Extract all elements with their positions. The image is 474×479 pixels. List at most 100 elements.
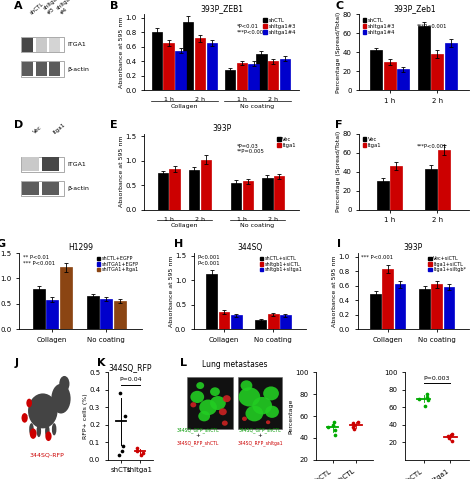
- Text: *** P<0.001: *** P<0.001: [361, 255, 393, 261]
- Text: No coating: No coating: [240, 104, 274, 109]
- Y-axis label: Percentage: Percentage: [289, 399, 293, 434]
- Bar: [49, 62, 60, 76]
- Y-axis label: Absorbance at 595 nm: Absorbance at 595 nm: [169, 255, 173, 327]
- Bar: [46, 300, 58, 329]
- Point: [329, 421, 337, 429]
- Text: Collagen: Collagen: [171, 104, 198, 109]
- Bar: [418, 26, 430, 91]
- Title: 344SQ_RFP: 344SQ_RFP: [109, 363, 152, 372]
- Legend: shCTL, shItga1#3, shItga1#4: shCTL, shItga1#3, shItga1#4: [362, 17, 396, 35]
- Circle shape: [59, 376, 70, 392]
- Point: [118, 447, 126, 455]
- Bar: [22, 38, 33, 52]
- Circle shape: [240, 380, 252, 391]
- Point: [134, 444, 141, 451]
- Bar: [21, 157, 64, 172]
- Circle shape: [238, 388, 260, 407]
- Circle shape: [30, 428, 36, 439]
- Bar: [164, 43, 174, 91]
- Point: [444, 433, 451, 440]
- Bar: [262, 178, 273, 210]
- Bar: [243, 181, 253, 210]
- Y-axis label: Absorbance at 595 nm: Absorbance at 595 nm: [332, 255, 337, 327]
- Circle shape: [27, 399, 32, 408]
- Text: shItga1
#3: shItga1 #3: [42, 0, 65, 16]
- Bar: [419, 289, 430, 329]
- Text: Vec: Vec: [32, 125, 43, 135]
- Bar: [183, 22, 193, 91]
- Circle shape: [198, 411, 210, 422]
- Point: [424, 393, 431, 401]
- Text: 2 h: 2 h: [268, 97, 278, 102]
- Text: β-actin: β-actin: [67, 186, 89, 191]
- Circle shape: [46, 432, 52, 441]
- Legend: shCTL+siCTL, shItgb1+siCTL, shItgb1+sItga1: shCTL+siCTL, shItgb1+siCTL, shItgb1+sItg…: [259, 255, 303, 273]
- Point: [119, 442, 127, 450]
- Ellipse shape: [29, 423, 34, 435]
- Circle shape: [21, 413, 28, 422]
- Bar: [225, 70, 235, 91]
- Text: 344SQ_GFP_shCTL: 344SQ_GFP_shCTL: [239, 427, 282, 433]
- Text: ***P<0.001: ***P<0.001: [417, 24, 447, 29]
- Text: +: +: [196, 433, 201, 438]
- Text: Collagen: Collagen: [171, 223, 198, 228]
- Text: 344SQ_RFP_shCTL: 344SQ_RFP_shCTL: [177, 440, 219, 446]
- Text: D: D: [14, 120, 23, 130]
- Bar: [169, 169, 180, 210]
- Circle shape: [252, 397, 272, 414]
- Bar: [445, 43, 457, 91]
- Bar: [256, 54, 266, 91]
- Bar: [383, 269, 393, 329]
- Text: 1 h: 1 h: [164, 97, 173, 102]
- Title: 393P: 393P: [404, 243, 423, 252]
- Bar: [175, 51, 186, 91]
- Text: Lung metastases: Lung metastases: [202, 360, 267, 369]
- Bar: [438, 150, 450, 210]
- Text: C: C: [335, 0, 343, 11]
- Circle shape: [242, 417, 247, 421]
- Bar: [268, 314, 279, 329]
- Text: H: H: [173, 240, 183, 249]
- Bar: [22, 157, 39, 171]
- Point: [325, 423, 332, 431]
- Bar: [268, 61, 278, 91]
- Bar: [207, 43, 217, 91]
- Circle shape: [191, 391, 204, 403]
- Bar: [280, 315, 291, 329]
- Point: [121, 412, 128, 420]
- Text: K: K: [97, 358, 105, 368]
- Bar: [274, 176, 284, 210]
- Legend: Vec, Itga1: Vec, Itga1: [362, 137, 382, 148]
- Bar: [201, 160, 211, 210]
- Bar: [187, 377, 233, 429]
- Legend: Vec, Itga1: Vec, Itga1: [276, 137, 296, 148]
- Y-axis label: Absorbance at 595 nm: Absorbance at 595 nm: [119, 136, 124, 207]
- Point: [448, 430, 456, 437]
- Bar: [60, 267, 72, 329]
- Text: P=0.003: P=0.003: [424, 376, 450, 381]
- Bar: [42, 182, 59, 195]
- Bar: [444, 287, 455, 329]
- Bar: [36, 38, 46, 52]
- Bar: [431, 54, 443, 91]
- Point: [115, 451, 122, 458]
- Text: β-actin: β-actin: [67, 67, 89, 71]
- Text: 2 h: 2 h: [268, 217, 278, 222]
- Title: 344SQ: 344SQ: [237, 243, 262, 252]
- Text: +: +: [258, 433, 263, 438]
- Text: E: E: [110, 120, 118, 130]
- Text: ITGA1: ITGA1: [67, 161, 86, 167]
- Circle shape: [196, 382, 204, 389]
- Text: J: J: [14, 358, 18, 368]
- Bar: [42, 157, 59, 171]
- Legend: shCTL+EGFP, shITGA1+EGFP, shITGA1+Itga1: shCTL+EGFP, shITGA1+EGFP, shITGA1+Itga1: [96, 255, 139, 273]
- Bar: [22, 182, 39, 195]
- Text: F: F: [335, 120, 343, 130]
- Point: [350, 425, 358, 433]
- Bar: [237, 377, 282, 429]
- Ellipse shape: [52, 423, 56, 435]
- Text: L: L: [180, 358, 187, 368]
- Circle shape: [222, 421, 228, 426]
- Circle shape: [210, 388, 220, 396]
- Point: [424, 397, 431, 404]
